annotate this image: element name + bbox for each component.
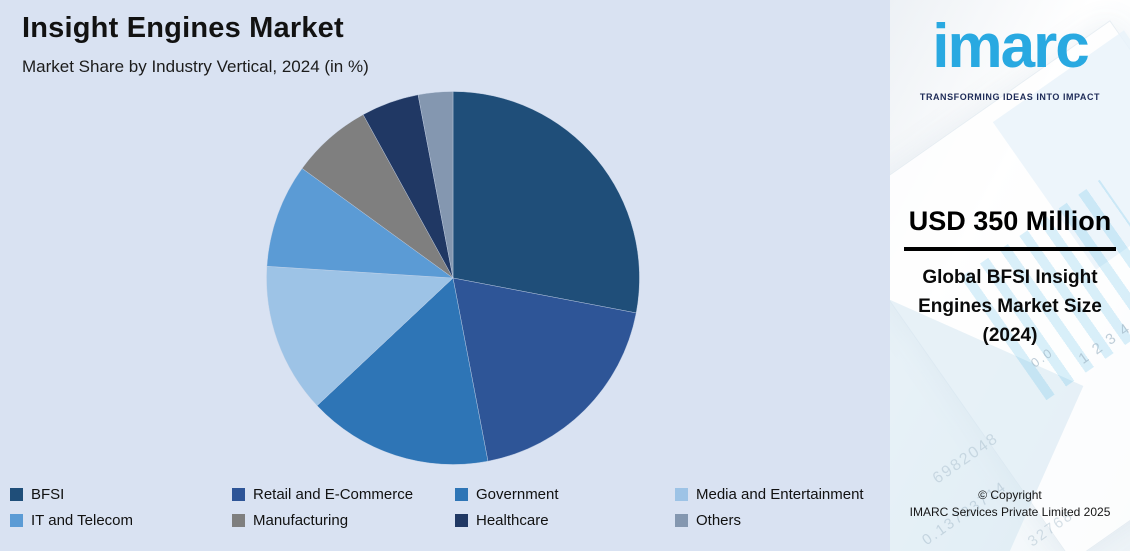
legend-swatch-healthcare <box>455 514 468 527</box>
legend-swatch-retail-and-e-commerce <box>232 488 245 501</box>
market-size-label: Global BFSI Insight Engines Market Size … <box>900 263 1120 350</box>
legend-label-retail-and-e-commerce: Retail and E-Commerce <box>253 486 414 503</box>
legend-item-media-and-entertainment: Media and Entertainment <box>675 484 885 505</box>
pie-slice-retail-and-e-commerce <box>452 277 637 462</box>
legend-label-government: Government <box>476 486 559 503</box>
legend-item-others: Others <box>675 510 885 531</box>
legend-label-others: Others <box>696 512 742 529</box>
legend-label-media-and-entertainment: Media and Entertainment <box>696 486 864 503</box>
imarc-logo: imarc <box>932 12 1089 81</box>
legend-item-bfsi: BFSI <box>10 484 232 505</box>
legend-label-it-and-telecom: IT and Telecom <box>31 512 134 529</box>
market-size-value: USD 350 Million <box>908 206 1112 236</box>
brand-side-panel: 0.0 1 2 3 4 6982048 0.13783714 32768 imarc T… <box>890 0 1130 551</box>
page-subtitle: Market Share by Industry Vertical, 2024 … <box>22 57 369 76</box>
page-title: Insight Engines Market <box>22 12 344 44</box>
legend-swatch-manufacturing <box>232 514 245 527</box>
legend-item-healthcare: Healthcare <box>455 510 675 531</box>
legend-swatch-government <box>455 488 468 501</box>
divider-rule <box>904 247 1116 251</box>
legend-label-healthcare: Healthcare <box>476 512 549 529</box>
pie-slice-others <box>417 91 454 279</box>
legend-item-manufacturing: Manufacturing <box>232 510 455 531</box>
market-size-label-line3: (2024) <box>982 325 1038 346</box>
pie-slice-media-and-entertainment <box>266 266 454 406</box>
legend-swatch-media-and-entertainment <box>675 488 688 501</box>
pie-slice-government <box>316 277 489 465</box>
copyright-line1: © Copyright <box>978 488 1042 502</box>
legend-label-bfsi: BFSI <box>31 486 65 503</box>
imarc-tagline: TRANSFORMING IDEAS INTO IMPACT <box>919 92 1101 102</box>
market-size-label-line2: Engines Market Size <box>918 296 1102 317</box>
legend-label-manufacturing: Manufacturing <box>253 512 349 529</box>
market-size-label-line1: Global BFSI Insight <box>922 267 1098 288</box>
chart-area: Insight Engines Market Market Share by I… <box>10 12 885 531</box>
chart-legend: BFSI Retail and E-Commerce Government Media… <box>10 484 885 531</box>
legend-swatch-bfsi <box>10 488 23 501</box>
legend-swatch-others <box>675 514 688 527</box>
pie-slice-it-and-telecom <box>266 168 454 279</box>
copyright-line2: IMARC Services Private Limited 2025 <box>909 505 1111 519</box>
pie-chart <box>266 91 640 465</box>
legend-item-government: Government <box>455 484 675 505</box>
legend-item-it-and-telecom: IT and Telecom <box>10 510 232 531</box>
pie-slice-bfsi <box>452 91 640 314</box>
copyright: © Copyright IMARC Services Private Limit… <box>890 487 1130 521</box>
decor-number: 6982048 <box>929 429 1002 488</box>
legend-item-retail-and-e-commerce: Retail and E-Commerce <box>232 484 455 505</box>
legend-swatch-it-and-telecom <box>10 514 23 527</box>
